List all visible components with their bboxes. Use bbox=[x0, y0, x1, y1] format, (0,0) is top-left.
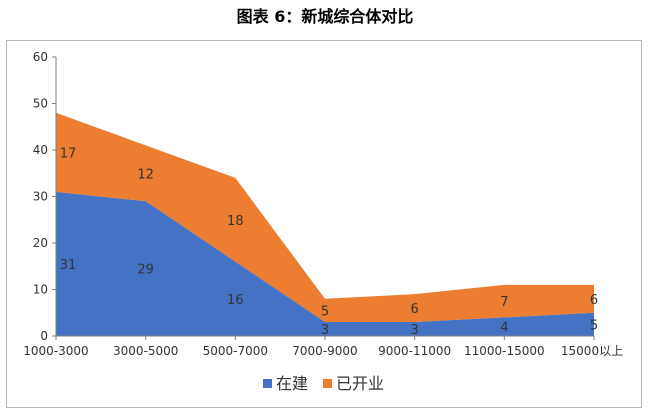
data-label-yikaiye: 17 bbox=[60, 146, 77, 161]
legend-swatch-yikaiye bbox=[323, 379, 332, 388]
x-tick-label: 1000-3000 bbox=[23, 344, 88, 358]
axes: 0 10 20 30 40 50 60 1000-3000 3000-5000 5000-7000… bbox=[23, 50, 623, 358]
x-tick-label: 11000-15000 bbox=[464, 344, 545, 358]
data-label-yikaiye: 12 bbox=[137, 167, 154, 182]
data-label-zaijian: 16 bbox=[227, 293, 244, 308]
x-tick-label: 9000-11000 bbox=[378, 344, 451, 358]
area-series-yikaiye bbox=[56, 112, 594, 323]
chart-title: 图表 6：新城综合体对比 bbox=[236, 7, 414, 26]
data-label-zaijian: 5 bbox=[590, 318, 598, 333]
y-tick-label: 20 bbox=[33, 236, 48, 250]
y-tick-label: 60 bbox=[33, 50, 48, 64]
data-label-zaijian: 3 bbox=[321, 323, 329, 338]
data-label-yikaiye: 7 bbox=[500, 295, 508, 310]
data-label-yikaiye: 6 bbox=[411, 302, 419, 317]
y-tick-label: 0 bbox=[40, 329, 48, 343]
data-label-yikaiye: 5 bbox=[321, 304, 329, 319]
data-label-zaijian: 3 bbox=[411, 323, 419, 338]
legend-label-zaijian: 在建 bbox=[276, 374, 308, 393]
data-label-yikaiye: 6 bbox=[590, 293, 598, 308]
x-tick-label: 5000-7000 bbox=[203, 344, 268, 358]
area-layers bbox=[56, 112, 594, 336]
legend-swatch-zaijian bbox=[263, 379, 272, 388]
chart-frame bbox=[6, 40, 642, 408]
data-labels: 31 17 29 12 16 18 3 5 3 6 4 7 5 6 bbox=[60, 146, 598, 338]
data-label-zaijian: 29 bbox=[137, 263, 154, 278]
y-tick-label: 10 bbox=[33, 283, 48, 297]
y-tick-label: 30 bbox=[33, 190, 48, 204]
x-tick-label: 7000-9000 bbox=[292, 344, 357, 358]
x-tick-label: 3000-5000 bbox=[113, 344, 178, 358]
x-tick-label: 15000以上 bbox=[561, 344, 623, 358]
y-tick-label: 50 bbox=[33, 97, 48, 111]
legend-label-yikaiye: 已开业 bbox=[336, 374, 384, 393]
data-label-zaijian: 31 bbox=[60, 258, 77, 273]
data-label-zaijian: 4 bbox=[500, 321, 508, 336]
area-series-zaijian bbox=[56, 191, 594, 336]
y-tick-label: 40 bbox=[33, 143, 48, 157]
data-label-yikaiye: 18 bbox=[227, 214, 244, 229]
legend: 在建 已开业 bbox=[263, 374, 384, 393]
